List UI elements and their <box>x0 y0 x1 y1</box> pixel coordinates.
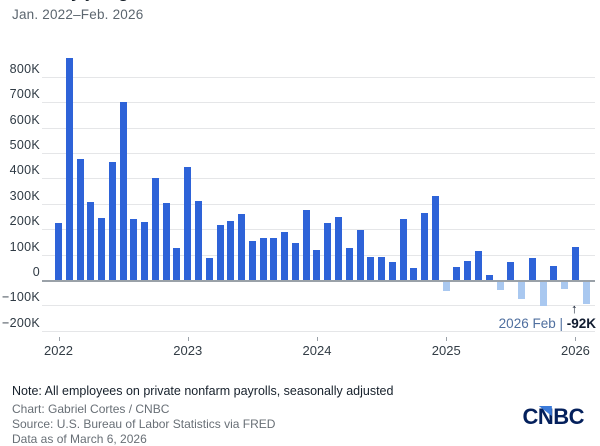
bar-2022-06[interactable] <box>108 162 116 280</box>
bar-2025-11[interactable] <box>550 266 558 280</box>
chart-credit: Chart: Gabriel Cortes / CNBC <box>12 402 170 416</box>
x-axis-tick <box>446 337 448 341</box>
bar-2023-10[interactable] <box>281 231 289 280</box>
y-axis-label: 200K <box>9 214 40 229</box>
bar-2025-08[interactable] <box>518 281 526 299</box>
x-axis-tick <box>575 337 577 341</box>
bar-2022-08[interactable] <box>130 219 138 280</box>
bar-2022-11[interactable] <box>162 203 170 280</box>
annotation-value: -92K <box>566 316 596 331</box>
bar-2023-11[interactable] <box>291 243 299 280</box>
payrolls-bar-chart: 800K 700K 600K 500K 400K 300K 200K 100K 0 −100K −2… <box>0 58 600 370</box>
bar-2024-05[interactable] <box>356 229 364 280</box>
bar-2023-04[interactable] <box>216 224 224 280</box>
bar-2022-09[interactable] <box>141 222 149 280</box>
gridline <box>42 178 595 180</box>
gridline <box>42 229 595 231</box>
bar-2025-04[interactable] <box>475 251 483 280</box>
bar-2022-07[interactable] <box>119 102 127 280</box>
bar-2024-10[interactable] <box>410 268 418 280</box>
cnbc-logo[interactable]: CN BC <box>522 404 584 429</box>
bar-2024-03[interactable] <box>335 216 343 280</box>
bar-2022-05[interactable] <box>98 217 106 280</box>
y-axis-label: 600K <box>9 112 40 127</box>
bar-2023-05[interactable] <box>227 220 235 280</box>
bar-2024-07[interactable] <box>378 257 386 280</box>
y-axis-label: 800K <box>9 61 40 76</box>
y-axis-label: 0 <box>32 265 40 279</box>
bar-2024-06[interactable] <box>367 256 375 280</box>
gridline <box>42 330 595 332</box>
chart-subtitle: Jan. 2022–Feb. 2026 <box>12 7 144 22</box>
bar-2024-01[interactable] <box>313 249 321 280</box>
bar-2023-03[interactable] <box>205 257 213 280</box>
y-axis-label: 300K <box>9 188 40 203</box>
bar-2023-12[interactable] <box>302 210 310 280</box>
up-arrow-icon: ↑ <box>571 301 578 316</box>
y-axis-label: 700K <box>9 87 40 102</box>
latest-value-annotation: 2026 Feb | -92K <box>499 316 596 331</box>
gridline <box>42 76 595 78</box>
bar-2025-03[interactable] <box>464 260 472 280</box>
data-source: Source: U.S. Bureau of Labor Statistics … <box>12 417 276 431</box>
gridline <box>42 153 595 154</box>
bar-2023-06[interactable] <box>238 214 246 280</box>
x-axis-label-2023: 2023 <box>173 343 203 358</box>
x-axis-label-2024: 2024 <box>302 343 332 358</box>
x-axis-tick <box>187 337 189 341</box>
bar-2024-11[interactable] <box>421 212 429 280</box>
bar-2025-10[interactable] <box>539 281 547 306</box>
gridline <box>42 127 595 129</box>
bar-2022-02[interactable] <box>65 58 73 280</box>
bar-2024-02[interactable] <box>324 222 332 280</box>
cnbc-peacock-triangle-icon <box>538 406 552 416</box>
bar-2025-01[interactable] <box>442 281 450 292</box>
bar-2025-02[interactable] <box>453 267 461 280</box>
chart-title-cropped: Monthly job growth <box>12 0 412 5</box>
bar-2025-07[interactable] <box>507 262 515 280</box>
x-axis-tick <box>58 337 60 341</box>
annotation-label: 2026 Feb | <box>498 316 567 331</box>
bar-2022-01[interactable] <box>55 222 62 280</box>
bar-2022-03[interactable] <box>76 159 84 280</box>
bar-2025-12[interactable] <box>561 281 569 289</box>
bar-2025-05[interactable] <box>485 274 493 280</box>
bar-2022-10[interactable] <box>151 178 159 280</box>
data-as-of: Data as of March 6, 2026 <box>12 432 147 446</box>
y-axis-label: 100K <box>9 239 40 254</box>
zero-axis-line <box>42 280 595 282</box>
bar-2024-04[interactable] <box>345 248 353 280</box>
plot-area: 800K 700K 600K 500K 400K 300K 200K 100K 0 −100K −2… <box>2 58 595 336</box>
chart-title-text: Monthly job growth <box>12 0 412 2</box>
bar-2023-02[interactable] <box>195 201 202 280</box>
bar-2023-08[interactable] <box>259 238 267 280</box>
x-axis-label-2026: 2026 <box>560 343 590 358</box>
bar-2025-09[interactable] <box>528 258 536 280</box>
gridline <box>42 203 595 205</box>
bar-2024-09[interactable] <box>399 219 407 280</box>
bar-2024-08[interactable] <box>388 261 396 280</box>
gridline <box>42 305 595 307</box>
bar-2025-06[interactable] <box>496 281 504 290</box>
bar-2024-12[interactable] <box>431 196 439 280</box>
x-axis-label-2022: 2022 <box>44 343 73 358</box>
bar-2026-01[interactable] <box>571 246 579 280</box>
y-axis-label: 400K <box>9 163 40 178</box>
bar-2026-02[interactable] <box>582 281 590 305</box>
y-axis-label: −100K <box>2 290 40 305</box>
x-axis-tick <box>316 337 318 341</box>
bar-2022-12[interactable] <box>173 247 181 280</box>
x-axis-label-2025: 2025 <box>431 343 461 358</box>
chart-note: Note: All employees on private nonfarm p… <box>12 384 394 398</box>
y-axis-label: 500K <box>9 138 40 152</box>
bar-2022-04[interactable] <box>87 201 95 280</box>
y-axis-label: −200K <box>2 315 40 330</box>
gridline <box>42 102 595 104</box>
bar-2023-01[interactable] <box>184 166 192 280</box>
bar-2023-07[interactable] <box>248 240 256 280</box>
bar-2023-09[interactable] <box>270 238 278 280</box>
